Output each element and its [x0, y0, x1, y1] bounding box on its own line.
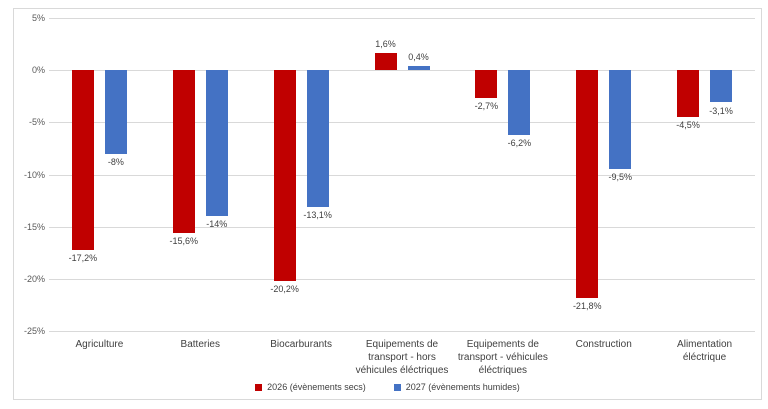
x-axis-category-label-construction: Construction: [575, 339, 632, 350]
gridline--5: [49, 122, 755, 124]
x-axis-category-label-equipements-de-transport-vehicules-electriques: Equipements de transport - véhicules élé…: [457, 339, 548, 376]
bar-2026-alimentation-electrique: [677, 70, 700, 118]
x-axis-category-label-alimentation-electrique: Alimentation éléctrique: [677, 339, 733, 363]
y-axis-tick-label: 5%: [31, 13, 45, 23]
bar-2026-construction: [576, 70, 599, 298]
y-axis-tick-label: -5%: [28, 117, 45, 128]
data-label-2026-batteries: -15,6%: [169, 235, 199, 246]
x-axis-category-label-biocarburants: Biocarburants: [270, 339, 332, 350]
bar-2027-construction: [609, 70, 632, 170]
plot-area: 5% 0% -5% -10% -15% -20% -25% -17,2% -8% Agricult…: [24, 13, 755, 376]
data-label-2027-construction: -9,5%: [608, 172, 632, 183]
data-label-2026-equipements-de-transport-vehicules-electriques: -2,7%: [474, 101, 499, 112]
y-axis-tick-label: -25%: [23, 326, 45, 336]
bar-2027-agriculture: [104, 70, 127, 154]
legend-item-2026: 2026 (évènements secs): [255, 382, 366, 392]
legend-label: 2027 (évènements humides): [405, 382, 520, 392]
legend-item-2027: 2027 (évènements humides): [393, 382, 520, 392]
legend-swatch-icon: [393, 383, 401, 391]
bar-2027-alimentation-electrique: [710, 70, 733, 103]
gridline--10: [49, 174, 755, 176]
data-label-2026-construction: -21,8%: [572, 300, 602, 311]
bar-2026-equipements-de-transport-vehicules-electriques: [475, 70, 498, 99]
legend: 2026 (évènements secs) 2027 (évènements h…: [14, 382, 761, 392]
gridline--15: [49, 226, 755, 228]
chart-frame: 5% 0% -5% -10% -15% -20% -25% -17,2% -8% Agricult…: [13, 8, 762, 400]
bar-2027-batteries: [205, 70, 228, 217]
data-label-2027-agriculture: -8%: [107, 156, 124, 167]
bar-2026-batteries: [172, 70, 195, 233]
gridline--20: [49, 278, 755, 280]
gridline--25: [49, 331, 755, 332]
data-label-2027-batteries: -14%: [206, 219, 228, 230]
bar-2027-equipements-de-transport-hors-vehicules-electriques: [407, 65, 430, 71]
data-label-2026-biocarburants: -20,2%: [270, 283, 299, 294]
y-axis-tick-label: -20%: [23, 273, 45, 284]
bar-2026-biocarburants: [273, 70, 296, 281]
legend-swatch-icon: [255, 383, 263, 391]
data-label-2027-alimentation-electrique: -3,1%: [709, 105, 733, 116]
bar-2027-equipements-de-transport-vehicules-electriques: [508, 70, 531, 135]
data-label-2026-agriculture: -17,2%: [68, 252, 98, 263]
gridline-5: [49, 18, 755, 19]
gridline-0: [49, 70, 755, 72]
bar-2026-equipements-de-transport-hors-vehicules-electriques: [374, 53, 397, 71]
data-label-2027-equipements-de-transport-vehicules-electriques: -6,2%: [507, 137, 532, 148]
bar-2026-agriculture: [71, 70, 94, 250]
y-axis-tick-label: -10%: [23, 169, 45, 180]
data-label-2027-equipements-de-transport-hors-vehicules-electriques: 0,4%: [408, 51, 429, 62]
data-label-2027-biocarburants: -13,1%: [303, 209, 332, 220]
legend-label: 2026 (évènements secs): [267, 382, 366, 392]
bar-2027-biocarburants: [306, 70, 329, 207]
y-axis-tick-label: 0%: [31, 65, 45, 76]
data-label-2026-alimentation-electrique: -4,5%: [676, 120, 700, 131]
y-axis-tick-label: -15%: [23, 221, 45, 232]
x-axis-category-label-batteries: Batteries: [180, 339, 220, 350]
x-axis-category-label-agriculture: Agriculture: [75, 339, 124, 350]
data-label-2026-equipements-de-transport-hors-vehicules-electriques: 1,6%: [375, 39, 396, 50]
x-axis-category-label-equipements-de-transport-hors-vehicules-electriques: Equipements de transport - hors véhicule…: [355, 339, 449, 376]
